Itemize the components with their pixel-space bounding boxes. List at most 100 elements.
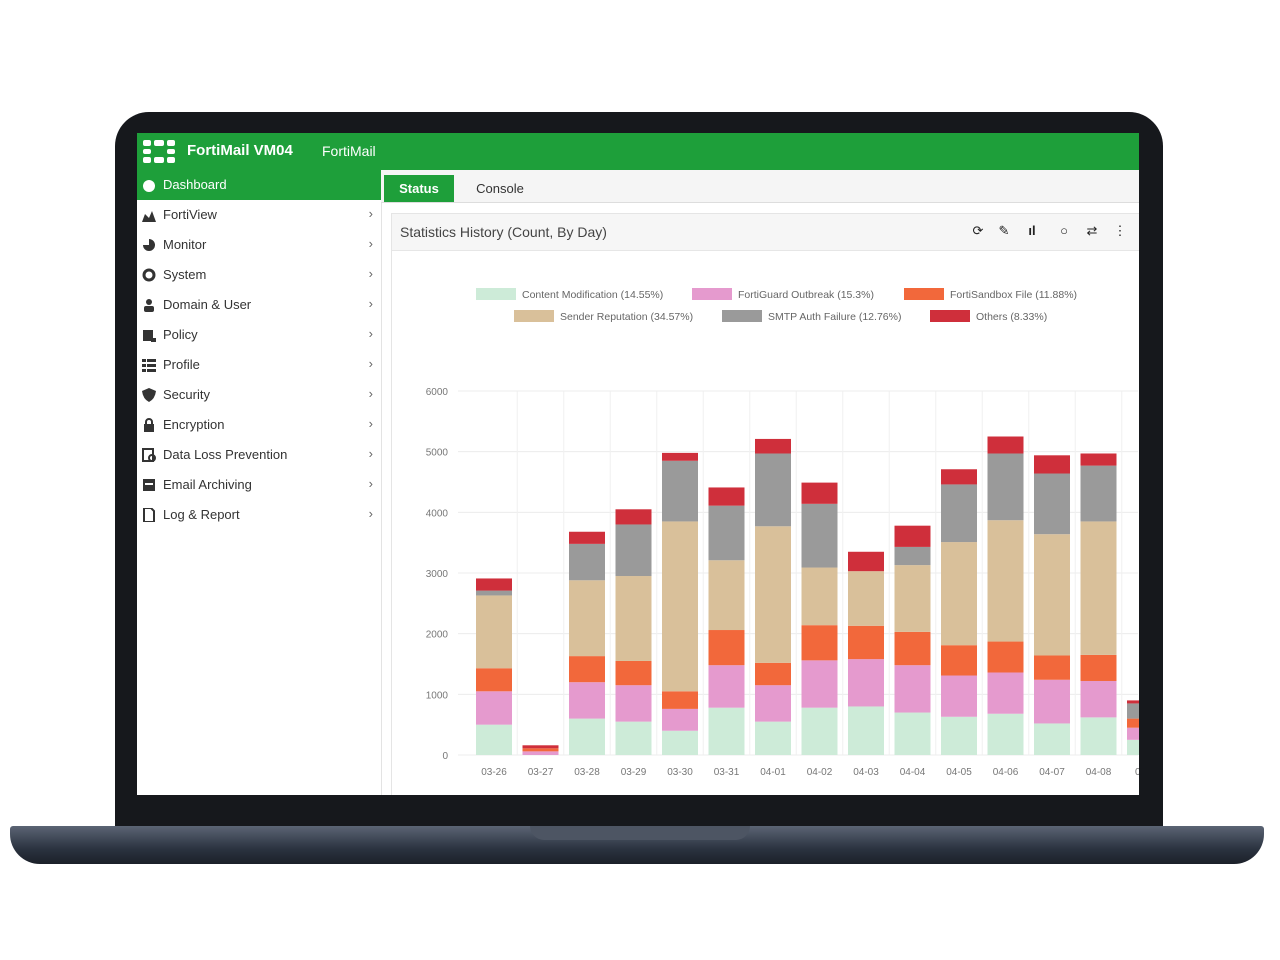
- sidebar-item-data-loss-prevention[interactable]: Data Loss Prevention ›: [137, 440, 381, 470]
- bar-segment: [755, 721, 791, 755]
- pie-chart-icon: [143, 239, 155, 251]
- app-screen: FortiMail VM04 FortiMail Dashboard FortiV…: [137, 133, 1139, 795]
- tab-bar: Status Console: [381, 170, 1139, 203]
- bar-segment: [987, 641, 1024, 673]
- x-tick-label: 04-05: [946, 767, 972, 778]
- bar-segment: [1034, 534, 1070, 656]
- legend-label: Sender Reputation (34.57%): [560, 311, 693, 323]
- tab-status[interactable]: Status: [384, 175, 454, 202]
- top-bar: FortiMail VM04 FortiMail: [137, 133, 1139, 170]
- bar-segment: [476, 590, 512, 596]
- legend-label: Content Modification (14.55%): [522, 289, 663, 301]
- legend-label: FortiGuard Outbreak (15.3%): [738, 289, 874, 301]
- sidebar-item-profile[interactable]: Profile ›: [137, 350, 381, 380]
- bar-segment: [662, 521, 698, 692]
- legend-swatch: [930, 310, 970, 322]
- y-tick-label: 0: [442, 751, 448, 762]
- fortinet-logo-icon: [143, 140, 175, 163]
- legend-label: FortiSandbox File (11.88%): [950, 289, 1077, 301]
- bar-segment: [1080, 521, 1117, 655]
- bar-segment: [1034, 723, 1070, 755]
- bar-segment: [476, 724, 512, 755]
- bar-segment: [615, 509, 652, 525]
- bar-segment: [1080, 654, 1117, 681]
- bar-segment: [662, 730, 698, 755]
- sidebar-item-encryption[interactable]: Encryption ›: [137, 410, 381, 440]
- sidebar-item-label: Data Loss Prevention: [163, 447, 288, 462]
- list-icon: [142, 359, 156, 372]
- bar-segment: [708, 630, 745, 666]
- chevron-right-icon: ›: [368, 416, 373, 431]
- bar-segment: [476, 668, 512, 692]
- bar-segment: [801, 567, 838, 626]
- swap-icon[interactable]: ⇄: [1086, 223, 1098, 238]
- sidebar-item-security[interactable]: Security ›: [137, 380, 381, 410]
- x-tick-label: 04-04: [900, 767, 926, 778]
- bar-segment: [1034, 679, 1070, 724]
- bar-segment: [615, 721, 652, 755]
- more-icon[interactable]: ⋮: [1113, 223, 1127, 238]
- sidebar-item-email-archiving[interactable]: Email Archiving ›: [137, 470, 381, 500]
- bar-segment: [894, 525, 931, 547]
- tab-console[interactable]: Console: [476, 181, 524, 196]
- bar-segment: [941, 484, 977, 543]
- bar-segment: [1127, 703, 1139, 719]
- chevron-right-icon: ›: [368, 296, 373, 311]
- chevron-right-icon: ›: [368, 326, 373, 341]
- bar-segment: [801, 707, 838, 755]
- edit-icon[interactable]: ✎: [998, 223, 1010, 238]
- sidebar-item-policy[interactable]: Policy ›: [137, 320, 381, 350]
- sidebar-item-label: Security: [163, 387, 210, 402]
- x-tick-label: 03-26: [481, 767, 507, 778]
- bar-segment: [894, 546, 931, 566]
- bar-segment: [569, 656, 605, 683]
- bar-segment: [848, 625, 884, 660]
- bar-segment: [615, 685, 652, 722]
- y-tick-label: 5000: [426, 448, 449, 459]
- sidebar-item-system[interactable]: System ›: [137, 260, 381, 290]
- sidebar-item-label: FortiView: [163, 207, 217, 222]
- bar-chart-icon[interactable]: ıl: [1028, 223, 1036, 238]
- bar-segment: [848, 706, 884, 755]
- chevron-right-icon: ›: [368, 386, 373, 401]
- bar-segment: [848, 551, 884, 572]
- bar-segment: [662, 691, 698, 709]
- bar-segment: [476, 691, 512, 725]
- refresh-icon[interactable]: ⟳: [972, 223, 984, 238]
- bar-segment: [569, 531, 605, 544]
- circle-icon[interactable]: ○: [1060, 223, 1068, 238]
- x-tick-label: 03-28: [574, 767, 600, 778]
- y-tick-label: 2000: [426, 630, 449, 641]
- sidebar-item-fortiview[interactable]: FortiView ›: [137, 200, 381, 230]
- legend-label: SMTP Auth Failure (12.76%): [768, 311, 901, 323]
- shield-icon: [142, 388, 156, 402]
- x-tick-label: 03-29: [621, 767, 647, 778]
- sidebar-item-label: System: [163, 267, 207, 282]
- sidebar-item-monitor[interactable]: Monitor ›: [137, 230, 381, 260]
- bar-segment: [1127, 718, 1139, 728]
- bar-segment: [941, 716, 977, 755]
- stacked-bar-chart: Content Modification (14.55%) FortiGuard …: [426, 288, 1139, 778]
- bar-segment: [569, 718, 605, 755]
- x-tick-label: 03-30: [667, 767, 693, 778]
- bar-segment: [894, 712, 931, 755]
- sidebar-item-log-report[interactable]: Log & Report ›: [137, 500, 381, 530]
- bar-segment: [987, 453, 1024, 521]
- sidebar-item-domain-user[interactable]: Domain & User ›: [137, 290, 381, 320]
- legend-swatch: [692, 288, 732, 300]
- legend-swatch: [514, 310, 554, 322]
- bar-segment: [1080, 465, 1117, 522]
- archive-icon: [143, 479, 155, 491]
- bar-segment: [476, 595, 512, 669]
- bar-segment: [894, 631, 931, 666]
- bar-segment: [1080, 717, 1117, 755]
- bar-segment: [1127, 700, 1139, 704]
- bar-segment: [522, 745, 559, 749]
- bar-segment: [755, 438, 791, 454]
- bar-segment: [987, 520, 1024, 642]
- sidebar-item-dashboard[interactable]: Dashboard: [137, 170, 381, 200]
- bar-segment: [987, 713, 1024, 755]
- sidebar: Dashboard FortiView › Monitor › System › Domain…: [137, 170, 382, 795]
- bar-segment: [708, 665, 745, 708]
- x-tick-label: 04-03: [853, 767, 879, 778]
